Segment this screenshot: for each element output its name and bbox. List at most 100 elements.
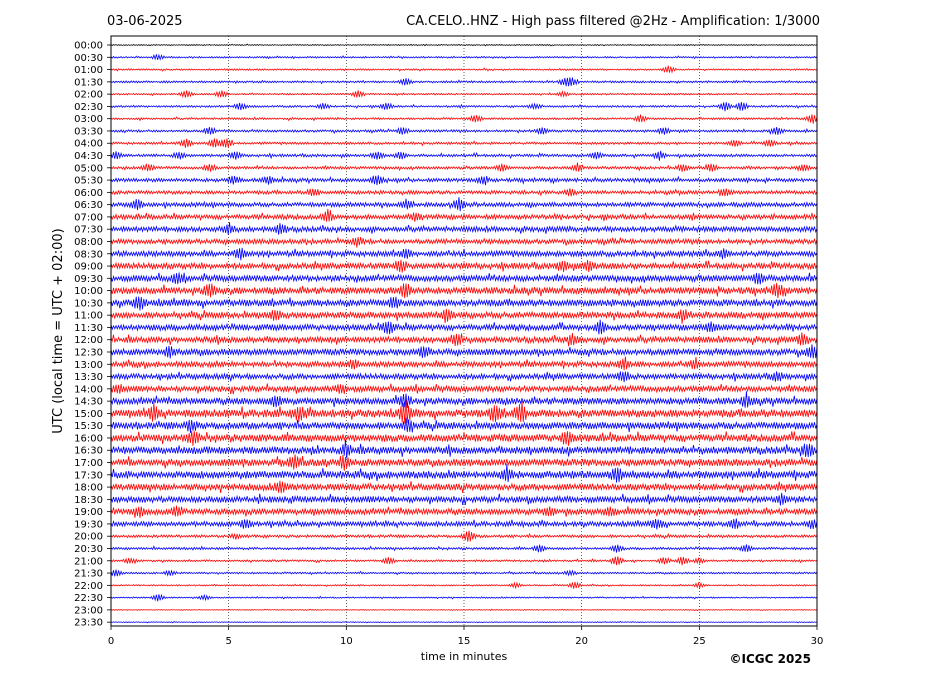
y-tick-label: 04:30	[74, 151, 103, 162]
y-tick-label: 17:00	[74, 458, 103, 469]
y-tick-label: 12:00	[74, 335, 103, 346]
y-tick-label: 02:00	[74, 90, 103, 101]
y-tick-label: 12:30	[74, 348, 103, 359]
trace-2130	[110, 569, 818, 577]
y-tick-label: 16:00	[74, 433, 103, 444]
trace-0300	[110, 114, 818, 124]
y-tick-label: 21:30	[74, 569, 103, 580]
y-tick-label: 05:00	[74, 163, 103, 174]
y-tick-label: 18:30	[74, 495, 103, 506]
y-tick-label: 07:00	[74, 212, 103, 223]
y-tick-label: 13:00	[74, 360, 103, 371]
trace-1930	[110, 518, 818, 530]
y-tick-label: 11:00	[74, 311, 103, 322]
y-tick-label: 08:30	[74, 249, 103, 260]
trace-0500	[110, 162, 818, 172]
y-tick-label: 19:30	[74, 519, 103, 530]
y-tick-label: 20:30	[74, 544, 103, 555]
trace-1600	[110, 430, 818, 446]
trace-1730	[110, 464, 818, 483]
y-tick-label: 09:30	[74, 274, 103, 285]
trace-0130	[110, 77, 818, 87]
trace-0030	[110, 53, 818, 61]
trace-2330	[110, 621, 818, 624]
trace-1200	[110, 332, 818, 347]
y-tick-label: 00:30	[74, 53, 103, 64]
trace-1300	[110, 356, 818, 371]
trace-1330	[110, 371, 818, 383]
trace-0600	[110, 188, 818, 197]
trace-0830	[110, 247, 818, 261]
trace-0430	[110, 150, 818, 161]
y-tick-label: 14:00	[74, 384, 103, 395]
y-tick-label: 03:30	[74, 126, 103, 137]
y-tick-label: 13:30	[74, 372, 103, 383]
y-tick-label: 14:30	[74, 397, 103, 408]
trace-0200	[110, 90, 818, 99]
x-axis: 0 5 10 15 20 25 30	[108, 626, 824, 647]
y-tick-label: 18:00	[74, 483, 103, 494]
y-tick-label: 21:00	[74, 556, 103, 567]
y-tick-label: 09:00	[74, 262, 103, 273]
y-tick-label: 03:00	[74, 114, 103, 125]
y-tick-label: 16:30	[74, 446, 103, 457]
x-tick-label: 25	[693, 636, 706, 647]
trace-2200	[110, 581, 818, 590]
y-tick-label: 19:00	[74, 507, 103, 518]
vertical-grid	[228, 36, 700, 626]
y-tick-label: 15:30	[74, 421, 103, 432]
y-tick-label: 07:30	[74, 225, 103, 236]
trace-0330	[110, 126, 818, 136]
chart-date: 03-06-2025	[107, 14, 183, 29]
x-tick-label: 10	[340, 636, 353, 647]
y-tick-label: 00:00	[74, 41, 103, 52]
y-tick-label: 10:00	[74, 286, 103, 297]
trace-0000	[110, 43, 818, 47]
y-tick-label: 22:00	[74, 581, 103, 592]
trace-0630	[110, 197, 818, 212]
trace-2030	[110, 544, 818, 553]
trace-0230	[110, 101, 818, 112]
y-tick-label: 08:00	[74, 237, 103, 248]
y-tick-label: 02:30	[74, 102, 103, 113]
trace-0100	[110, 65, 818, 74]
y-axis-label: UTC (local time = UTC + 02:00)	[51, 228, 66, 433]
trace-0730	[110, 222, 818, 235]
trace-0800	[110, 236, 818, 248]
trace-1900	[110, 505, 818, 518]
trace-1430	[110, 391, 818, 409]
trace-1700	[110, 454, 818, 471]
trace-0400	[110, 138, 818, 148]
trace-0930	[110, 272, 818, 285]
trace-2000	[110, 530, 818, 542]
y-tick-label: 23:00	[74, 605, 103, 616]
y-tick-label: 22:30	[74, 593, 103, 604]
trace-0900	[110, 259, 818, 273]
trace-group	[110, 43, 818, 624]
x-tick-label: 30	[811, 636, 824, 647]
y-tick-label: 01:30	[74, 77, 103, 88]
trace-2300	[110, 608, 818, 612]
x-tick-label: 0	[108, 636, 114, 647]
trace-1830	[110, 492, 818, 506]
trace-1100	[110, 308, 818, 324]
y-tick-label: 10:30	[74, 298, 103, 309]
trace-0530	[110, 175, 818, 186]
y-tick-label: 20:00	[74, 532, 103, 543]
trace-1800	[110, 480, 818, 494]
x-axis-label: time in minutes	[421, 650, 508, 663]
trace-1130	[110, 319, 818, 335]
y-tick-label: 06:30	[74, 200, 103, 211]
trace-1630	[110, 439, 818, 459]
y-tick-label: 05:30	[74, 176, 103, 187]
trace-2230	[110, 593, 818, 602]
y-tick-label: 06:00	[74, 188, 103, 199]
trace-1030	[110, 296, 818, 311]
y-tick-label: 23:30	[74, 618, 103, 629]
trace-1000	[110, 282, 818, 299]
y-tick-label: 15:00	[74, 409, 103, 420]
y-tick-label: 04:00	[74, 139, 103, 150]
x-tick-label: 15	[458, 636, 471, 647]
